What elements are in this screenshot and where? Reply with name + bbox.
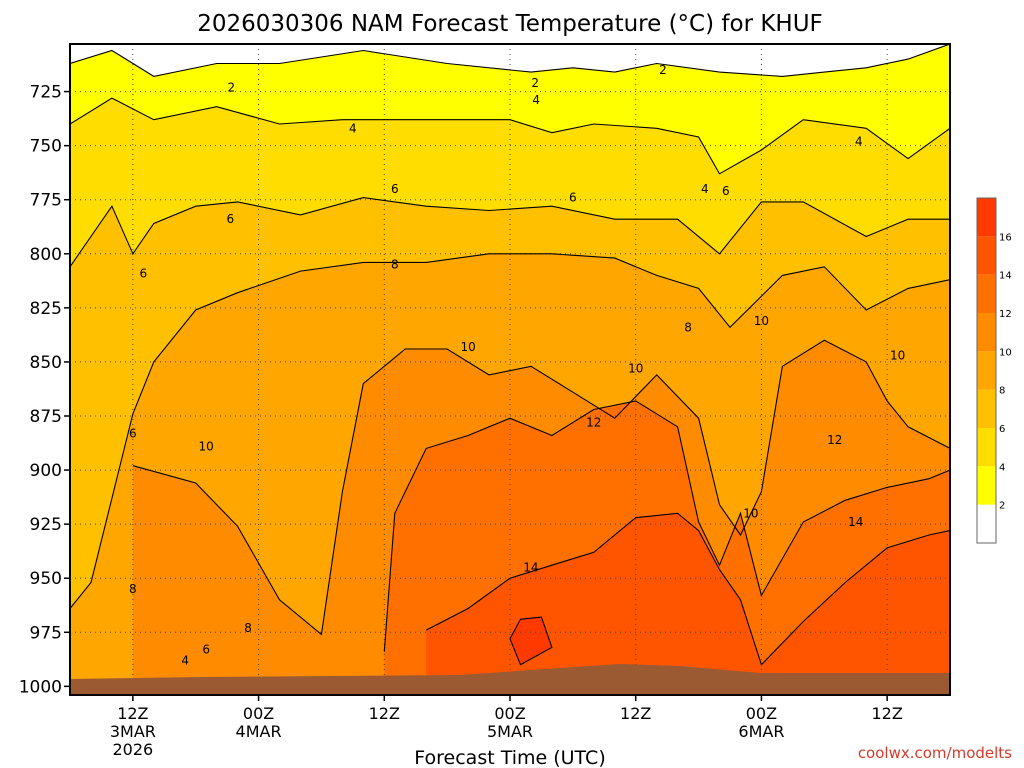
legend-label: 4 [999, 462, 1005, 473]
legend-swatch [977, 504, 996, 543]
contour-lines [70, 44, 950, 666]
x-tick-date: 3MAR [110, 722, 156, 741]
contour-16C [509, 616, 553, 666]
legend-swatch [977, 198, 996, 237]
legend-swatch [977, 389, 996, 428]
site-credit[interactable]: coolwx.com/modelts [858, 744, 1012, 762]
contour-label: 14 [848, 515, 863, 529]
y-tick-label: 775 [30, 191, 62, 211]
legend-label: 8 [999, 386, 1005, 397]
contour-label: 6 [129, 426, 137, 440]
x-tick-label: 00Z [494, 704, 525, 723]
y-tick-label: 850 [30, 353, 62, 373]
y-tick-label: 900 [30, 461, 62, 481]
y-tick-label: 725 [30, 83, 62, 103]
x-tick-label: 00Z [243, 704, 274, 723]
y-axis: 725 750 775 800 825 850 875 900 925 950 975 1000 [19, 83, 70, 697]
legend-label: 10 [999, 347, 1012, 358]
contour-label: 2 [228, 80, 236, 94]
y-tick-label: 975 [30, 623, 62, 643]
chart-title: 2026030306 NAM Forecast Temperature (°C)… [197, 11, 823, 37]
y-tick-label: 1000 [19, 677, 62, 697]
legend-label: 16 [999, 232, 1012, 243]
contour-label: 10 [460, 340, 475, 354]
contour-label: 8 [391, 258, 399, 272]
x-tick-year: 2026 [112, 740, 153, 759]
contour-label: 10 [754, 314, 769, 328]
contour-14C [425, 512, 950, 666]
y-tick-label: 750 [30, 137, 62, 157]
contour-label: 4 [181, 653, 189, 667]
contour-label: 10 [743, 506, 758, 520]
y-tick-label: 925 [30, 515, 62, 535]
legend-swatch [977, 428, 996, 467]
contour-12C [383, 400, 950, 652]
contour-6C [70, 197, 950, 268]
y-tick-label: 825 [30, 299, 62, 319]
contour-label: 6 [226, 212, 234, 226]
contour-10C [132, 339, 950, 636]
x-tick-label: 00Z [746, 704, 777, 723]
contour-label: 4 [532, 93, 540, 107]
x-tick-label: 12Z [369, 704, 400, 723]
legend-swatch [977, 466, 996, 505]
legend-swatch [977, 351, 996, 390]
contour-label: 8 [244, 621, 252, 635]
contour-8C [70, 253, 950, 609]
legend-swatch [977, 274, 996, 313]
contour-label: 2 [531, 76, 539, 90]
contour-label: 10 [890, 348, 905, 362]
contour-label: 6 [391, 182, 399, 196]
contour-label: 6 [722, 184, 730, 198]
y-tick-label: 875 [30, 407, 62, 427]
x-tick-date: 4MAR [236, 722, 282, 741]
y-tick-label: 800 [30, 245, 62, 265]
x-tick-date: 5MAR [487, 722, 533, 741]
ground-surface [70, 664, 950, 695]
contour-label: 6 [140, 266, 148, 280]
contour-label: 4 [349, 121, 357, 135]
band-14C [426, 513, 950, 695]
x-axis-label: Forecast Time (UTC) [414, 747, 605, 768]
legend-swatch [977, 313, 996, 352]
contour-label: 8 [129, 582, 137, 596]
contour-label: 6 [569, 191, 577, 205]
legend-frame [976, 197, 997, 544]
contour-label: 14 [523, 560, 538, 574]
contour-label: 12 [827, 433, 842, 447]
contour-4C [70, 97, 950, 175]
x-tick-label: 12Z [620, 704, 651, 723]
contour-label: 10 [628, 361, 643, 375]
x-tick-date: 6MAR [738, 722, 784, 741]
contour-label: 2 [659, 63, 667, 77]
contour-2C [70, 44, 950, 77]
grid-lines [70, 44, 950, 695]
x-tick-label: 12Z [871, 704, 902, 723]
contour-label: 4 [855, 134, 863, 148]
legend-label: 14 [999, 271, 1012, 282]
legend-label: 2 [999, 501, 1005, 512]
legend-swatch [977, 236, 996, 275]
contour-label: 12 [586, 415, 601, 429]
y-tick-label: 950 [30, 569, 62, 589]
legend-label: 6 [999, 424, 1005, 435]
contour-label: 8 [684, 320, 692, 334]
x-tick-label: 12Z [117, 704, 148, 723]
color-legend: 2 4 6 8 10 12 14 16 [976, 197, 1012, 544]
contour-label: 10 [199, 439, 214, 453]
contour-label: 4 [701, 182, 709, 196]
legend-label: 12 [999, 309, 1012, 320]
contour-label: 6 [202, 643, 210, 657]
